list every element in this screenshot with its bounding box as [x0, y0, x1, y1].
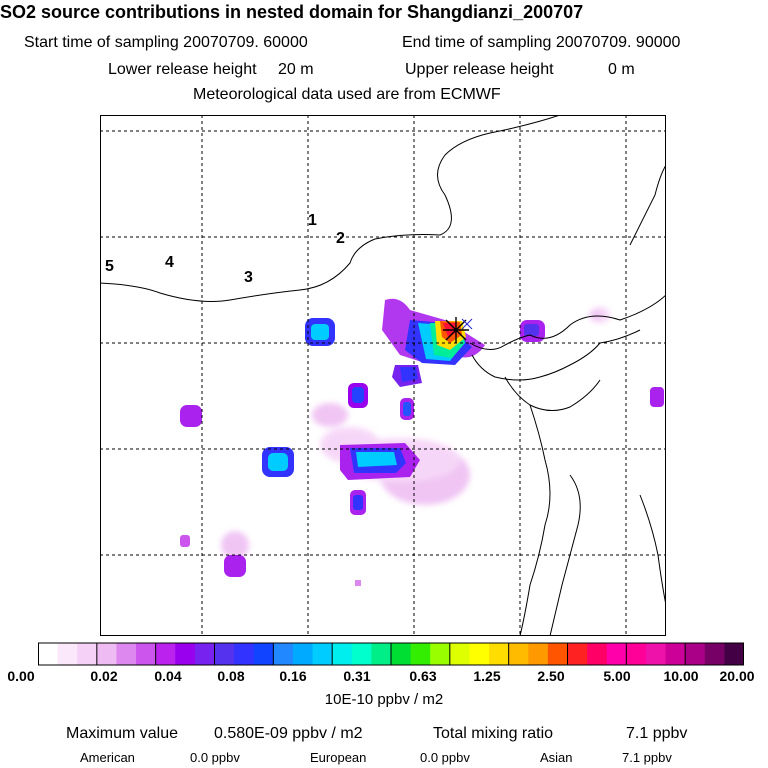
colorbar-tick-label: 0.02 [90, 668, 118, 684]
colorbar-swatch [273, 643, 294, 665]
colorbar-swatch [38, 643, 59, 665]
colorbar-swatch [410, 643, 431, 665]
colorbar-swatch [704, 643, 725, 665]
colorbar-swatch [567, 643, 588, 665]
colorbar-tick-label: 20.00 [719, 668, 755, 684]
upper-height-label: Upper release height [405, 61, 554, 78]
colorbar-swatch [77, 643, 98, 665]
colorbar-swatch [175, 643, 196, 665]
colorbar-swatch [96, 643, 117, 665]
american-label: American [80, 750, 135, 765]
map-panel: 1 2 3 4 5 [100, 115, 666, 636]
concentration-field [180, 298, 664, 586]
max-value-text: 0.580E-09 ppbv / m2 [214, 725, 363, 742]
colorbar-tick-label: 0.08 [217, 668, 245, 684]
colorbar-swatch [587, 643, 608, 665]
colorbar-swatch [547, 643, 568, 665]
map-frame [100, 115, 666, 636]
colorbar-swatch [371, 643, 392, 665]
lower-height-label: Lower release height [108, 61, 257, 78]
colorbar-tick-label: 2.50 [537, 668, 565, 684]
colorbar-tick-label: 0.04 [154, 668, 182, 684]
colorbar-tick-label: 1.25 [473, 668, 501, 684]
upper-height-value: 0 m [608, 61, 635, 78]
colorbar-swatch [292, 643, 314, 665]
colorbar-frame [38, 642, 744, 666]
colorbar-swatch [489, 643, 510, 665]
colorbar-swatch [116, 643, 137, 665]
region-label-2: 2 [336, 230, 345, 247]
lat-lon-grid [100, 115, 666, 636]
colorbar-tick-label: 0.31 [343, 668, 371, 684]
colorbar-swatch [508, 643, 529, 665]
region-label-1: 1 [308, 212, 317, 229]
total-mixing-value: 7.1 ppbv [626, 725, 688, 742]
colorbar-swatch [665, 643, 686, 665]
region-label-5: 5 [105, 258, 114, 275]
colorbar-swatch [430, 643, 451, 665]
total-mixing-label: Total mixing ratio [433, 725, 554, 742]
receptor-star-icon [443, 317, 469, 343]
european-value: 0.0 ppbv [420, 750, 470, 765]
colorbar-tick-label: 10.00 [663, 668, 699, 684]
colorbar-unit-label: 10E-10 ppbv / m2 [324, 691, 444, 708]
page-title: SO2 source contributions in nested domai… [0, 2, 584, 22]
colorbar-swatch [253, 643, 274, 665]
colorbar-swatch [449, 643, 470, 665]
colorbar-swatch [391, 643, 412, 665]
asian-value: 7.1 ppbv [622, 750, 672, 765]
colorbar-swatch [312, 643, 333, 665]
colorbar-swatch [214, 643, 235, 665]
colorbar-swatch [136, 643, 157, 665]
colorbar-tick-label: 0.63 [409, 668, 437, 684]
european-label: European [310, 750, 367, 765]
colorbar-swatch [645, 643, 667, 665]
colorbar-swatch [469, 643, 490, 665]
colorbar-swatch [685, 643, 706, 665]
met-data-text: Meteorological data used are from ECMWF [193, 86, 501, 103]
colorbar-swatch [155, 643, 176, 665]
colorbar-swatch [332, 643, 353, 665]
colorbar-swatch [606, 643, 627, 665]
color-legend [38, 642, 744, 666]
american-value: 0.0 ppbv [190, 750, 240, 765]
colorbar-tick-label: 0.00 [7, 668, 35, 684]
colorbar-swatch [234, 643, 255, 665]
asian-label: Asian [540, 750, 573, 765]
start-time-text: Start time of sampling 20070709. 60000 [24, 34, 308, 51]
colorbar-swatch [528, 643, 549, 665]
colorbar-swatch [194, 643, 215, 665]
region-label-4: 4 [165, 254, 174, 271]
max-value-label: Maximum value [66, 725, 179, 742]
colorbar-tick-label: 0.16 [279, 668, 307, 684]
colorbar-tick-label: 5.00 [603, 668, 631, 684]
colorbar-swatch [351, 643, 372, 665]
lower-height-value: 20 m [278, 61, 314, 78]
region-label-3: 3 [244, 269, 253, 286]
colorbar-swatch [724, 643, 744, 665]
end-time-text: End time of sampling 20070709. 90000 [402, 34, 681, 51]
colorbar-swatch [57, 643, 78, 665]
colorbar-swatch [626, 643, 647, 665]
